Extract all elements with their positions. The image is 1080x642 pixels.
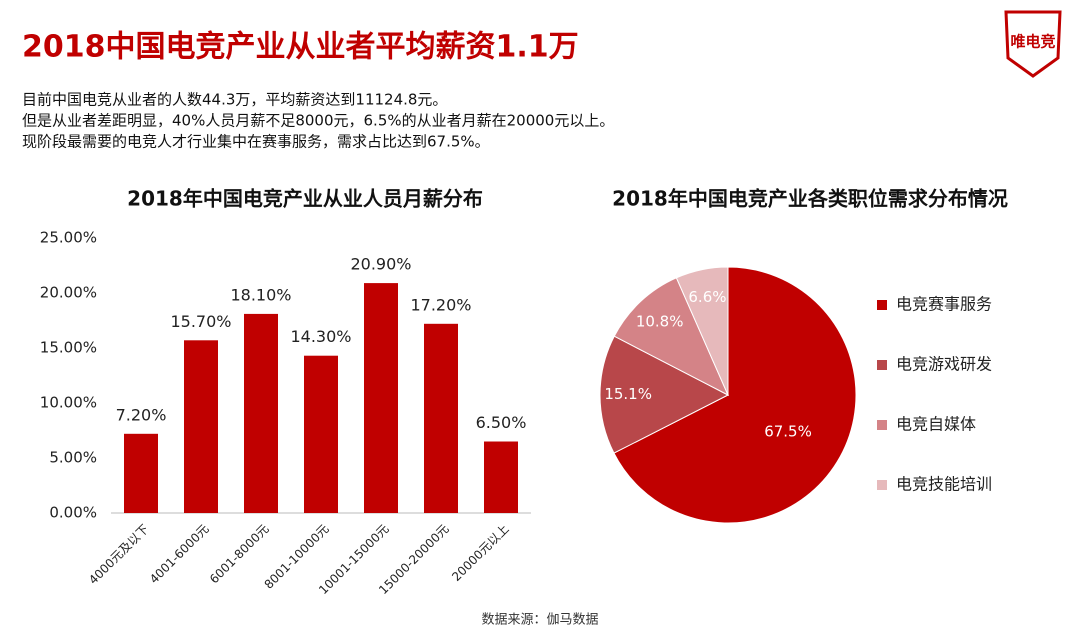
paragraph: 现阶段最需要的电竞人才行业集中在赛事服务，需求占比达到67.5%。 [22, 133, 490, 151]
bar [484, 441, 518, 513]
data-label: 15.70% [170, 312, 231, 331]
bar [124, 433, 158, 513]
y-tick-label: 20.00% [40, 284, 97, 302]
pie-slice [599, 335, 730, 454]
legend-label: 电竞技能培训 [896, 475, 992, 494]
source: 数据来源：伽马数据 [481, 613, 598, 628]
data-label: 6.50% [476, 413, 527, 432]
y-tick-label: 10.00% [40, 394, 97, 412]
logo-shield [1004, 10, 1062, 78]
data-label: 67.5% [764, 422, 812, 440]
legend-label: 电竞自媒体 [896, 415, 976, 434]
data-label: 17.20% [410, 295, 471, 314]
y-tick-label: 5.00% [49, 449, 97, 467]
paragraph: 目前中国电竞从业者的人数44.3万，平均薪资达到11124.8元。 [22, 91, 447, 109]
data-label: 6.6% [688, 288, 726, 306]
pie-slice [613, 266, 857, 524]
legend-swatch [877, 420, 887, 430]
data-label: 15.1% [604, 385, 652, 403]
y-tick-label: 0.00% [49, 504, 97, 522]
pie-slice [675, 266, 729, 396]
logo: 唯电竞 [1004, 10, 1062, 78]
logo-text: 唯电竞 [1010, 33, 1055, 51]
legend-swatch [877, 360, 887, 370]
legend-label: 电竞游戏研发 [896, 355, 992, 374]
chart-title: 2018年中国电竞产业各类职位需求分布情况 [612, 187, 1008, 211]
y-tick-label: 15.00% [40, 339, 97, 357]
data-label: 14.30% [290, 327, 351, 346]
bar [304, 355, 338, 513]
page-title: 2018中国电竞产业从业者平均薪资1.1万 [22, 30, 579, 65]
data-label: 20.90% [350, 255, 411, 274]
paragraph: 但是从业者差距明显，40%人员月薪不足8000元，6.5%的从业者月薪在2000… [22, 112, 614, 130]
legend-swatch [877, 300, 887, 310]
bar [184, 340, 218, 513]
chart-title: 2018年中国电竞产业从业人员月薪分布 [127, 187, 483, 211]
data-label: 7.20% [116, 405, 167, 424]
y-tick-label: 25.00% [40, 229, 97, 247]
legend-swatch [877, 480, 887, 490]
bar [424, 323, 458, 513]
bar [244, 313, 278, 513]
data-label: 18.10% [230, 285, 291, 304]
bar [364, 283, 398, 513]
data-label: 10.8% [636, 313, 684, 331]
pie-slice [613, 277, 730, 397]
legend-label: 电竞赛事服务 [896, 295, 992, 314]
